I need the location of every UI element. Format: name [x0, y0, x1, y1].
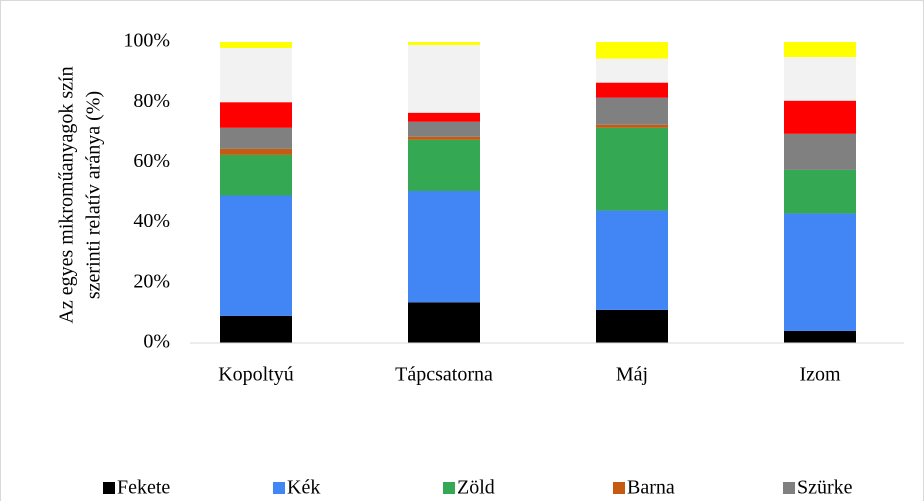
legend-label: Zöld [457, 477, 495, 499]
bar-segment [220, 127, 292, 149]
bar-segment [408, 136, 480, 140]
bar-segment [784, 213, 856, 331]
x-tick-label: Kopoltyú [218, 364, 294, 386]
bar-segment [596, 210, 668, 310]
bar-segment [408, 121, 480, 137]
legend-swatch [103, 482, 115, 494]
bar-segment [220, 102, 292, 128]
legend-label: Barna [627, 477, 675, 499]
bar-segment [596, 127, 668, 211]
bar-segment [784, 100, 856, 134]
bar-segment [408, 42, 480, 46]
legend-label: Szürke [797, 477, 853, 499]
bar-segment [784, 330, 856, 343]
y-tick-label: 80% [133, 90, 170, 112]
x-tick-label: Tápcsatorna [395, 364, 493, 386]
bar-segment [408, 190, 480, 303]
bar-segment [408, 45, 480, 113]
legend-label: Kék [287, 477, 320, 499]
legend-swatch [783, 482, 795, 494]
bar-segment [596, 42, 668, 59]
bar-segment [784, 133, 856, 170]
y-axis-label: szerinti relatív aránya (%) [83, 91, 105, 299]
bar-segment [784, 42, 856, 58]
bar-segment [596, 58, 668, 83]
y-tick-label: 100% [123, 30, 170, 52]
y-tick-label: 0% [143, 331, 170, 353]
bar-segment [596, 124, 668, 128]
bar-segment [408, 139, 480, 191]
bar-segment [408, 112, 480, 122]
x-tick-label: Máj [616, 364, 648, 386]
y-tick-label: 60% [133, 150, 170, 172]
legend-swatch [273, 482, 285, 494]
bar-segment [596, 309, 668, 343]
x-tick-label: Izom [799, 364, 841, 386]
bar-segment [784, 169, 856, 214]
bar-segment [220, 48, 292, 103]
legend-swatch [443, 482, 455, 494]
bar-segment [596, 82, 668, 98]
bar-segment [220, 195, 292, 316]
y-tick-label: 20% [133, 270, 170, 292]
bar-segment [596, 97, 668, 125]
bar-segment [220, 154, 292, 196]
y-tick-label: 40% [133, 210, 170, 232]
bar-segment [220, 42, 292, 49]
legend-label: Fekete [117, 477, 170, 499]
bar-segment [784, 57, 856, 101]
bar-segment [220, 315, 292, 343]
bar-segment [408, 302, 480, 343]
legend-swatch [613, 482, 625, 494]
bar-segment [220, 148, 292, 155]
y-axis-label: Az egyes mikroműanyagok szín [56, 66, 78, 323]
